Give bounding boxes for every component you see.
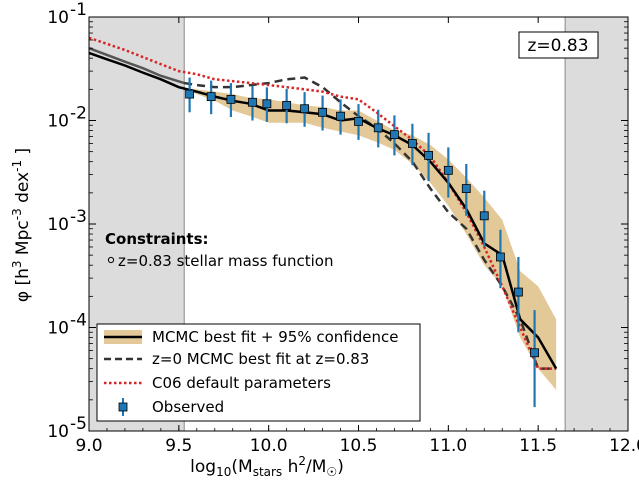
legend-entry-z0-fit: z=0 MCMC best fit at z=0.83	[104, 350, 369, 368]
observed-point	[300, 104, 310, 114]
observed-point	[496, 252, 505, 262]
observed-point	[514, 287, 523, 297]
z0-fit-extrapolation-line	[88, 46, 185, 85]
y-tick-exponent: -4	[70, 311, 87, 331]
observed-point	[336, 111, 345, 121]
x-ticks: 9.0 9.5 10.0 10.5 11.0 11.5 12.0	[75, 17, 639, 456]
observed-point	[185, 89, 195, 99]
observed-point	[443, 165, 453, 175]
x-tick-label: 9.0	[75, 436, 102, 456]
observed-point	[354, 117, 363, 126]
x-tick-label: 11.5	[519, 436, 557, 456]
y-tick-exponent: -3	[70, 207, 87, 227]
y-tick-exponent: -1	[70, 0, 87, 20]
y-tick-label: 10	[47, 319, 69, 339]
y-tick-label: 10	[47, 422, 69, 442]
legend-entry-best-fit: MCMC best fit + 95% confidence	[104, 328, 398, 346]
legend-label-observed: Observed	[152, 398, 224, 416]
legend-entry-observed: Observed	[118, 398, 224, 416]
observed-point	[373, 123, 383, 133]
observed-point	[206, 92, 216, 102]
redshift-label: z=0.83	[527, 36, 588, 56]
redshift-label-box: z=0.83	[518, 31, 599, 59]
observed-point	[226, 94, 236, 104]
x-tick-label: 10.0	[250, 436, 288, 456]
observed-point	[424, 151, 433, 160]
y-tick-exponent: -2	[70, 104, 87, 124]
observed-points	[185, 77, 539, 408]
x-tick-label: 9.5	[165, 436, 192, 456]
observed-point	[479, 211, 489, 221]
constraints-title: Constraints:	[105, 230, 209, 248]
legend-label-c06: C06 default parameters	[152, 374, 331, 392]
legend-label-z0-fit: z=0 MCMC best fit at z=0.83	[152, 350, 369, 368]
y-tick-label: 10	[47, 215, 69, 235]
observed-point	[262, 99, 272, 109]
y-axis-label: φ [h3 Mpc-3 dex-1 ]	[10, 148, 33, 302]
legend-entry-c06: C06 default parameters	[104, 374, 331, 392]
y-tick-exponent: -5	[70, 414, 87, 434]
c06-line	[88, 36, 557, 370]
observed-point	[318, 107, 327, 117]
y-tick-label: 10	[47, 112, 69, 132]
observed-point	[282, 100, 292, 110]
x-axis-label: log10(Mstars h2/M☉)	[190, 454, 344, 479]
observed-point	[390, 130, 399, 140]
observed-point	[407, 139, 417, 148]
constraint-bullet	[107, 256, 115, 264]
constraints-annotation: Constraints: z=0.83 stellar mass functio…	[105, 230, 333, 270]
excluded-region	[565, 17, 628, 431]
observed-point	[530, 348, 539, 358]
y-tick-label: 10	[47, 8, 69, 28]
legend-swatch-observed-marker	[118, 402, 128, 412]
observed-point	[248, 97, 257, 107]
y-ticks: 10-110-210-310-410-5	[47, 0, 628, 442]
legend-box	[96, 323, 421, 422]
observed-point	[461, 184, 471, 193]
x-tick-label: 12.0	[609, 436, 639, 456]
legend-label-best-fit: MCMC best fit + 95% confidence	[152, 328, 398, 346]
legend: MCMC best fit + 95% confidence z=0 MCMC …	[96, 323, 421, 422]
x-tick-label: 11.0	[429, 436, 467, 456]
x-tick-label: 10.5	[340, 436, 378, 456]
constraint-item: z=0.83 stellar mass function	[118, 252, 333, 270]
